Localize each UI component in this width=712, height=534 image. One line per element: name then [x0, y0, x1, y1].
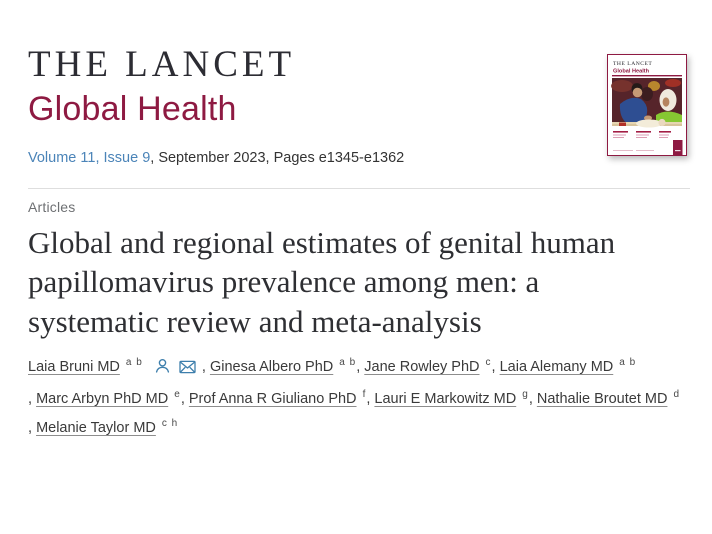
author-link[interactable]: Ginesa Albero PhD [209, 359, 334, 376]
journal-cover-thumbnail[interactable]: THE LANCET Global Health [607, 54, 687, 156]
header-divider [28, 188, 690, 189]
cover-photo [611, 78, 682, 128]
volume-issue-link[interactable]: Volume 11, Issue 9 [28, 150, 151, 166]
envelope-icon[interactable] [179, 360, 196, 374]
journal-cover-image: THE LANCET Global Health [607, 54, 687, 156]
author-affiliation-sup: c h [161, 418, 179, 430]
cover-footer-text [613, 131, 683, 156]
author-link[interactable]: Marc Arbyn PhD MD [36, 391, 169, 408]
section-label: Articles [28, 199, 76, 215]
author-link[interactable]: Lauri E Markowitz MD [374, 391, 517, 408]
article-title: Global and regional estimates of genital… [28, 225, 616, 339]
author-link[interactable]: Prof Anna R Giuliano PhD [188, 391, 357, 408]
author-affiliation-sup: e [174, 389, 181, 401]
issue-line: Volume 11, Issue 9, September 2023, Page… [28, 150, 690, 166]
author-link[interactable]: Nathalie Broutet MD [536, 391, 668, 408]
author-item: , Nathalie Broutet MD d [528, 389, 681, 408]
author-affiliation-sup: a b [339, 357, 357, 369]
author-list: Laia Bruni MD a b , Ginesa Albero PhD a … [28, 353, 712, 443]
journal-edition-title: Global Health [28, 90, 237, 128]
author-item: , Laia Alemany MD a b [491, 357, 637, 376]
author-item: , Ginesa Albero PhD a b [201, 357, 357, 376]
author-affiliation-sup: a b [619, 357, 637, 369]
author-link[interactable]: Laia Bruni MD [28, 359, 120, 376]
author-affiliation-sup: g [522, 389, 529, 401]
author-item: , Prof Anna R Giuliano PhD f [180, 389, 367, 408]
author-affiliation-sup: c [485, 357, 492, 369]
author-item: , Marc Arbyn PhD MD e [28, 389, 181, 408]
issue-date-pages: , September 2023, Pages e1345-e1362 [150, 150, 405, 166]
first-author-actions [155, 356, 196, 385]
article-header-content: THE LANCET Global Health Volume 11, Issu… [28, 46, 690, 443]
author-affiliation-sup: d [673, 389, 681, 401]
journal-title: THE LANCET [28, 44, 296, 85]
author-item: , Melanie Taylor MD c h [28, 418, 179, 437]
author-link[interactable]: Melanie Taylor MD [36, 420, 156, 437]
author-item: , Jane Rowley PhD c [356, 357, 492, 376]
author-item: Laia Bruni MD a b [28, 353, 143, 382]
author-link[interactable]: Jane Rowley PhD [364, 359, 480, 376]
author-affiliation-sup: f [362, 389, 367, 401]
author-affiliation-sup: a b [125, 357, 143, 369]
cover-journal-title: THE LANCET [613, 61, 652, 67]
author-item: , Lauri E Markowitz MD g [366, 389, 529, 408]
author-link[interactable]: Laia Alemany MD [499, 359, 614, 376]
person-icon[interactable] [155, 358, 170, 374]
cover-edition-title: Global Health [613, 69, 650, 75]
